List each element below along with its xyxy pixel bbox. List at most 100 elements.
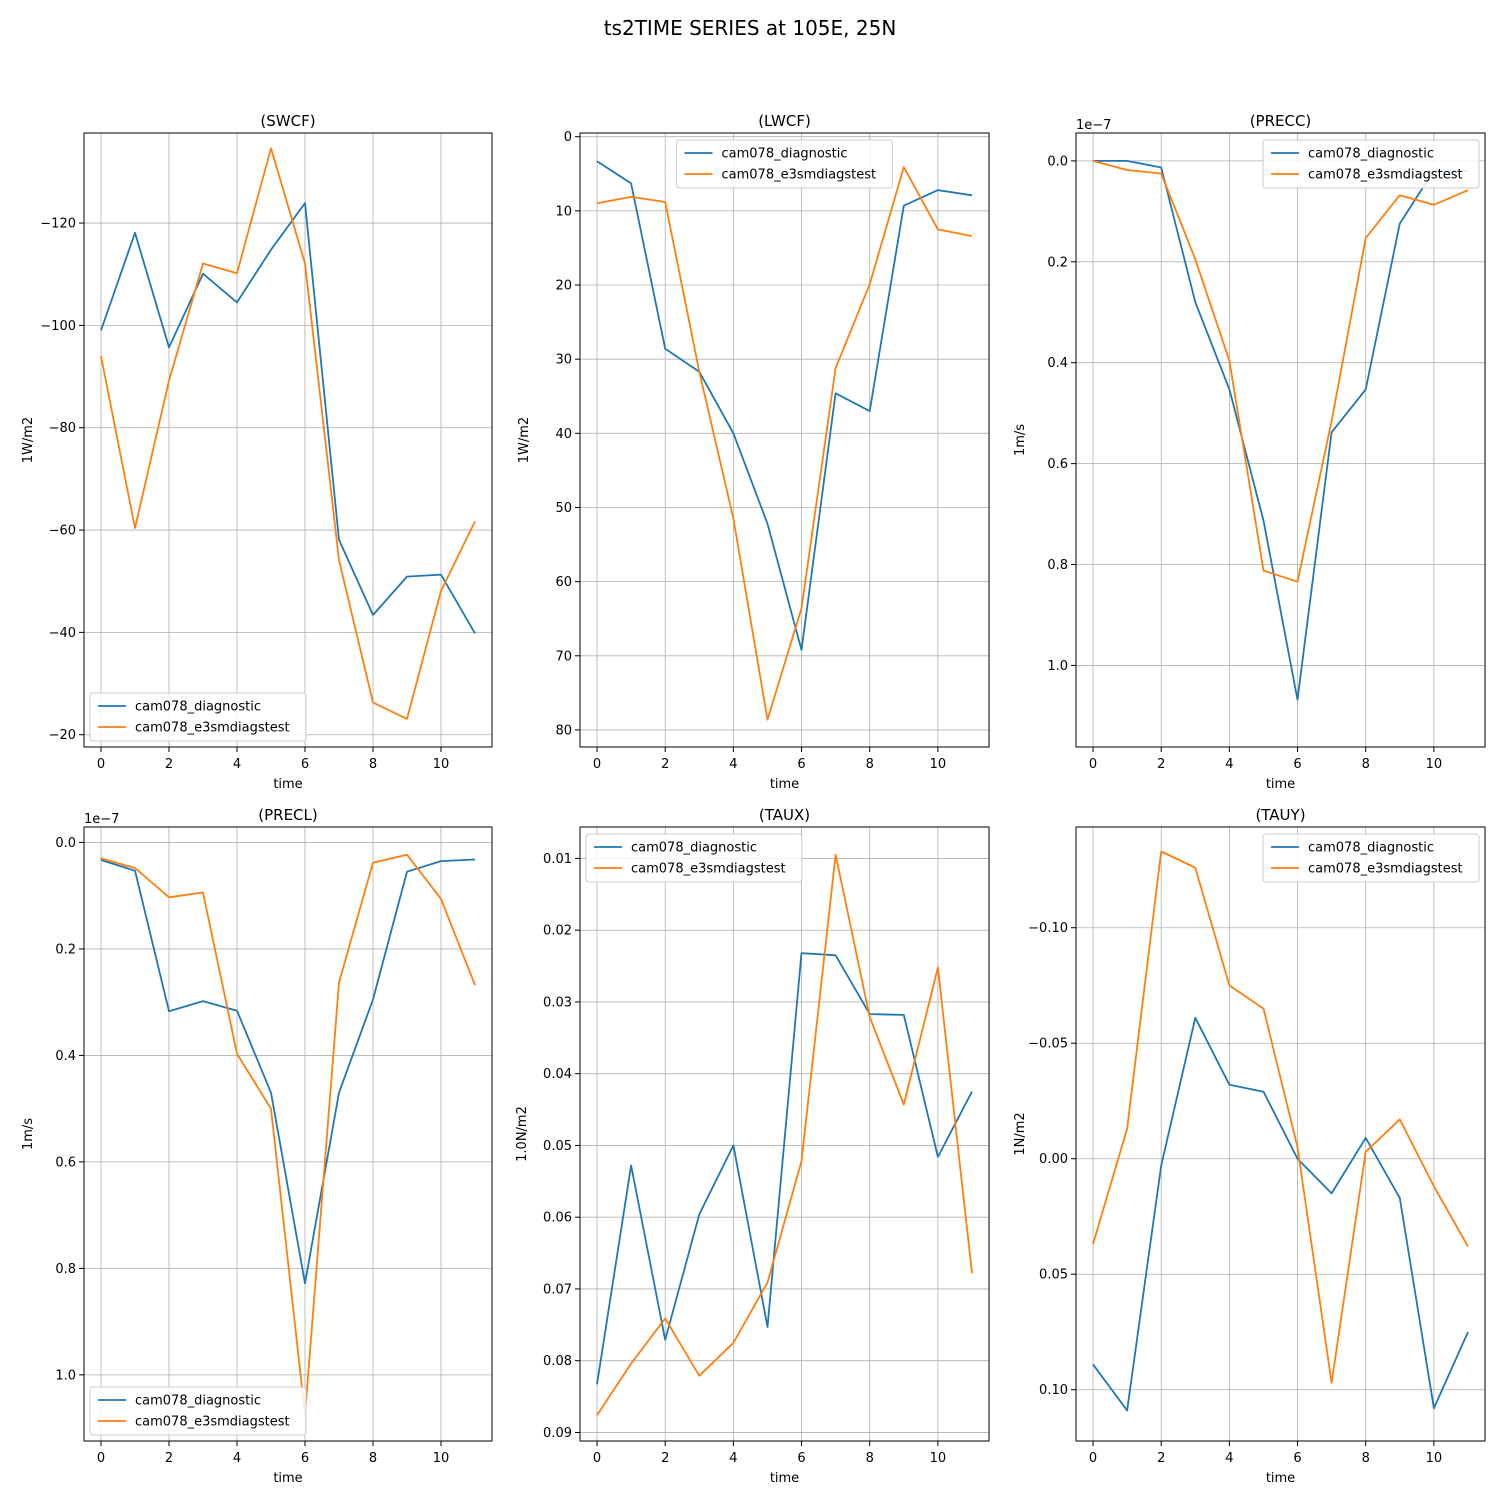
y-tick-label: 0.0 — [1047, 154, 1068, 169]
series-line-diagnostic — [596, 952, 973, 1385]
axes-frame — [1075, 826, 1486, 1442]
y-tick-label: 0.05 — [1039, 1268, 1068, 1283]
x-axis-label: time — [770, 1471, 799, 1486]
y-tick-label: 20 — [555, 279, 572, 294]
y-tick-label: 80 — [555, 723, 572, 738]
y-tick-label: −0.05 — [1028, 1037, 1068, 1052]
subplot-precc: 0 2 4 6 8 10 0.0 0.2 0.4 0.6 0.8 1.0 (PRECC) time 1m/s… — [1013, 112, 1486, 792]
x-tick-label: 2 — [1157, 757, 1165, 772]
series-line-diagnostic — [596, 160, 973, 651]
legend-box — [1262, 139, 1480, 189]
y-tick-label: 0.4 — [55, 1049, 76, 1064]
y-tick-label: 0.09 — [543, 1426, 572, 1441]
x-tick-label: 6 — [301, 757, 309, 772]
x-tick-label: 0 — [1089, 1451, 1097, 1466]
subplot-title: (TAUX) — [759, 806, 810, 824]
y-tick-label: 0 — [564, 130, 572, 145]
subplot-title: (LWCF) — [758, 112, 811, 130]
axes-frame — [579, 132, 990, 748]
y-tick-label: 0.6 — [55, 1155, 76, 1170]
legend-label: cam078_diagnostic — [1308, 147, 1434, 162]
x-tick-label: 0 — [97, 757, 105, 772]
axes-frame — [83, 132, 493, 748]
series-line-e3smdiagstest — [596, 853, 973, 1416]
legend-box — [1262, 833, 1480, 883]
y-tick-label: −60 — [49, 524, 76, 539]
x-tick-label: 6 — [797, 757, 805, 772]
axes-frame — [1075, 132, 1486, 748]
y-tick-label: 40 — [555, 427, 572, 442]
y-tick-label: 60 — [555, 575, 572, 590]
subplot-lwcf: 0 2 4 6 8 10 0 10 20 30 40 50 60 70 80 (LWCF) time 1W/m2 c… — [517, 112, 990, 792]
legend-label: cam078_diagnostic — [722, 147, 848, 162]
legend-label: cam078_e3smdiagstest — [722, 168, 877, 183]
x-tick-label: 4 — [1225, 757, 1233, 772]
x-tick-label: 8 — [369, 757, 377, 772]
series-line-diagnostic — [100, 858, 476, 1285]
x-axis-label: time — [273, 777, 302, 792]
x-tick-label: 0 — [593, 1451, 601, 1466]
x-tick-label: 10 — [1426, 1451, 1443, 1466]
x-tick-label: 2 — [661, 757, 669, 772]
series-line-e3smdiagstest — [100, 147, 476, 720]
x-tick-label: 4 — [729, 1451, 737, 1466]
legend-box — [89, 692, 307, 742]
legend-label: cam078_e3smdiagstest — [135, 721, 290, 736]
y-tick-label: 10 — [555, 204, 572, 219]
axes-frame — [83, 826, 493, 1442]
y-tick-label: 0.04 — [543, 1067, 572, 1082]
y-tick-label: −120 — [40, 217, 76, 232]
y-tick-label: 0.03 — [543, 995, 572, 1010]
y-axis-label: 1m/s — [21, 1118, 36, 1150]
legend: cam078_diagnostic cam078_e3smdiagstest — [89, 692, 307, 742]
legend-label: cam078_diagnostic — [135, 1394, 261, 1409]
legend-label: cam078_diagnostic — [631, 841, 757, 856]
x-axis-label: time — [1266, 1471, 1295, 1486]
y-tick-label: 0.01 — [543, 852, 572, 867]
subplot-title: (TAUY) — [1255, 806, 1305, 824]
y-tick-label: 0.8 — [1047, 558, 1068, 573]
subplot-title: (PRECL) — [258, 806, 317, 824]
y-tick-label: 50 — [555, 501, 572, 516]
subplot-tauy: 0 2 4 6 8 10 −0.10 −0.05 0.00 0.05 0.10 (TAUY) time 1… — [1013, 806, 1486, 1486]
y-tick-label: 0.4 — [1047, 356, 1068, 371]
legend: cam078_diagnostic cam078_e3smdiagstest — [89, 1386, 307, 1436]
x-tick-label: 8 — [866, 1451, 874, 1466]
x-axis-label: time — [1266, 777, 1295, 792]
y-tick-label: 0.06 — [543, 1211, 572, 1226]
y-tick-label: −0.10 — [1028, 921, 1068, 936]
y-tick-label: 0.05 — [543, 1139, 572, 1154]
x-tick-label: 4 — [233, 1451, 241, 1466]
legend-label: cam078_diagnostic — [135, 700, 261, 715]
legend-box — [676, 139, 893, 189]
legend-label: cam078_e3smdiagstest — [1308, 168, 1463, 183]
legend-label: cam078_e3smdiagstest — [135, 1415, 290, 1430]
y-axis-label: 1W/m2 — [517, 417, 532, 463]
x-tick-label: 2 — [165, 1451, 173, 1466]
subplot-swcf: 0 2 4 6 8 10 −120 −100 −80 −60 −40 −20 (SWCF) time 1W/… — [21, 112, 493, 792]
y-tick-label: 0.0 — [55, 836, 76, 851]
legend-box — [89, 1386, 307, 1436]
x-tick-label: 6 — [301, 1451, 309, 1466]
y-tick-label: 0.02 — [543, 924, 572, 939]
y-tick-label: 0.08 — [543, 1354, 572, 1369]
x-tick-label: 10 — [433, 757, 450, 772]
axes-frame — [579, 826, 990, 1442]
y-tick-label: −40 — [49, 626, 76, 641]
legend-label: cam078_diagnostic — [1308, 841, 1434, 856]
y-tick-label: 0.2 — [1047, 255, 1068, 270]
series-line-diagnostic — [100, 202, 476, 634]
x-tick-label: 8 — [369, 1451, 377, 1466]
y-tick-label: −100 — [40, 319, 76, 334]
x-tick-label: 10 — [433, 1451, 450, 1466]
legend: cam078_diagnostic cam078_e3smdiagstest — [1262, 833, 1480, 883]
x-tick-label: 10 — [930, 1451, 947, 1466]
x-tick-label: 4 — [233, 757, 241, 772]
legend-label: cam078_e3smdiagstest — [1308, 862, 1463, 877]
y-tick-label: 1.0 — [1047, 659, 1068, 674]
subplot-taux: 0 2 4 6 8 10 0.01 0.02 0.03 0.04 0.05 0.06 0.07 0.08 0… — [515, 806, 990, 1486]
legend: cam078_diagnostic cam078_e3smdiagstest — [1262, 139, 1480, 189]
subplot-title: (SWCF) — [260, 112, 315, 130]
y-tick-label: 0.2 — [55, 942, 76, 957]
series-line-diagnostic — [1092, 1016, 1469, 1412]
